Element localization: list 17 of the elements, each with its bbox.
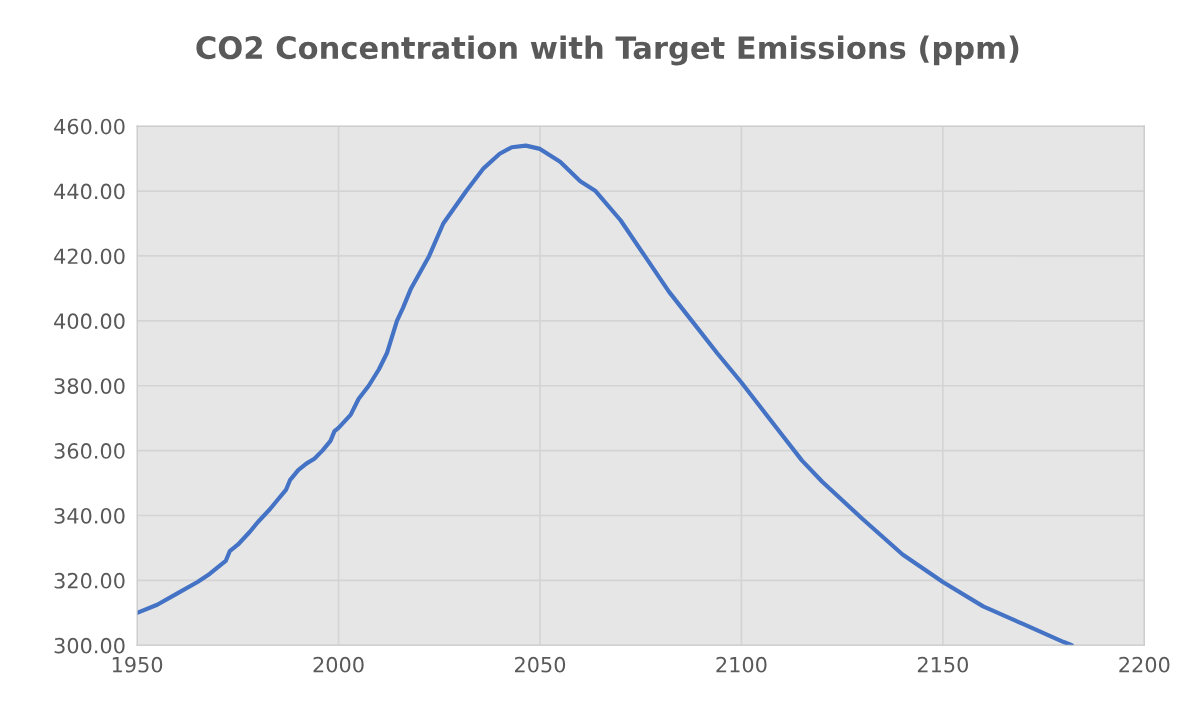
y-tick-label: 460.00 (54, 118, 125, 135)
x-tick-label: 2050 (514, 656, 566, 673)
y-tick-label: 340.00 (54, 507, 125, 524)
x-tick-label: 2150 (917, 656, 968, 673)
x-tick-label: 2200 (1119, 656, 1170, 673)
chart-title: CO2 Concentration with Target Emissions (ppm) (196, 35, 1019, 66)
y-tick-label: 320.00 (54, 572, 125, 589)
x-tick-label: 2100 (716, 656, 767, 673)
y-tick-label: 400.00 (54, 313, 125, 330)
y-tick-label: 300.00 (54, 637, 125, 654)
y-tick-label: 380.00 (54, 378, 125, 394)
line-series (137, 143, 1074, 646)
y-tick-label: 420.00 (54, 248, 125, 265)
x-tick-label: 1950 (112, 656, 163, 673)
y-tick-label: 360.00 (54, 443, 125, 459)
y-tick-label: 440.00 (54, 183, 125, 200)
x-tick-label: 2000 (313, 656, 364, 673)
